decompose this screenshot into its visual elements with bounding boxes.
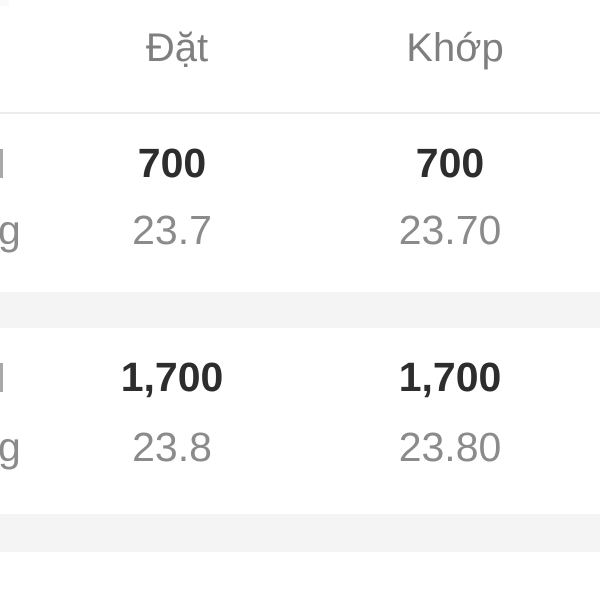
- price-line: g 23.8 23.80: [0, 427, 600, 468]
- matched-quantity: 700: [415, 140, 485, 186]
- price-line: g 23.7 23.70: [0, 210, 600, 251]
- header-divider: [0, 112, 600, 114]
- truncated-symbol-fragment: [0, 149, 3, 178]
- table-header-row: Đặt Khớp: [0, 22, 600, 74]
- quantity-line: 700 700: [0, 143, 600, 184]
- matched-quantity: 1,700: [398, 354, 502, 400]
- placed-price: 23.7: [132, 207, 212, 253]
- truncated-order-type-fragment: g: [0, 424, 21, 470]
- matched-price: 23.80: [398, 424, 502, 470]
- column-header-placed: Đặt: [145, 26, 209, 70]
- row-separator-band: [0, 514, 600, 552]
- truncated-symbol-fragment: [0, 363, 3, 392]
- placed-price: 23.8: [132, 424, 212, 470]
- truncated-order-type-fragment: g: [0, 207, 21, 253]
- placed-quantity: 700: [137, 140, 207, 186]
- placed-quantity: 1,700: [120, 354, 224, 400]
- quantity-line: 1,700 1,700: [0, 357, 600, 398]
- column-header-matched: Khớp: [406, 26, 504, 70]
- row-separator-band: [0, 292, 600, 328]
- matched-price: 23.70: [398, 207, 502, 253]
- corner-chip: [0, 0, 9, 6]
